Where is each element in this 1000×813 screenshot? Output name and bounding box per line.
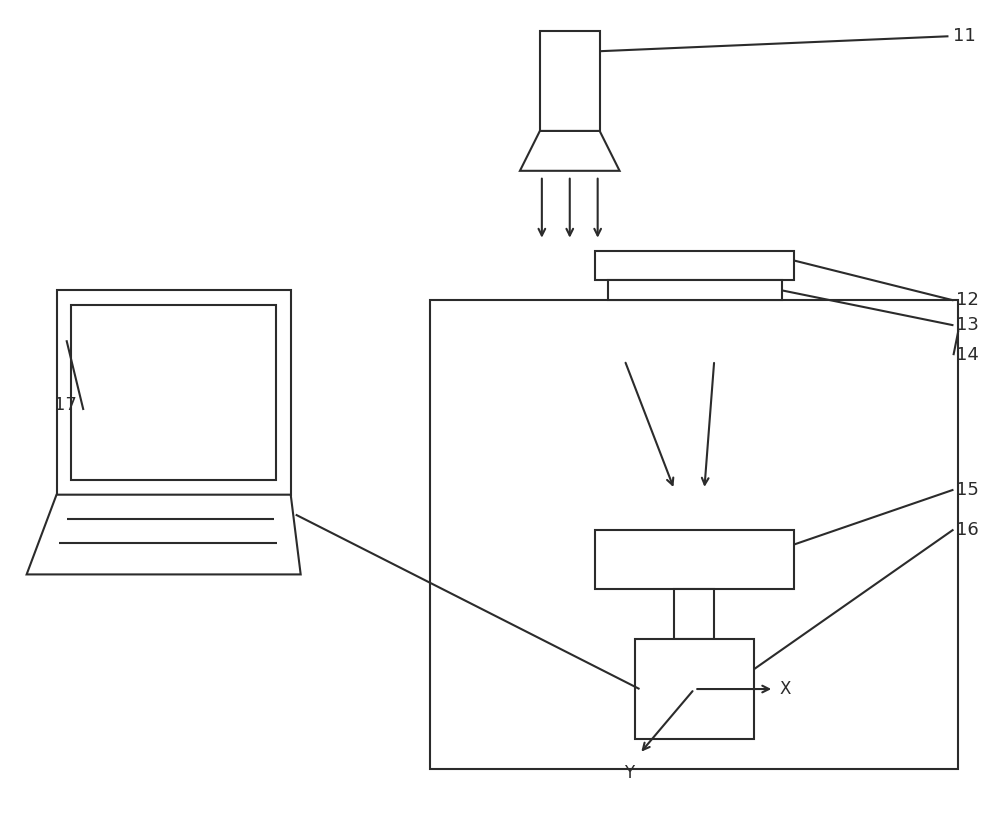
Text: 15: 15 [956,480,979,498]
Polygon shape [520,131,620,171]
Text: 13: 13 [956,316,979,334]
Text: Y: Y [624,763,635,782]
Text: 14: 14 [956,346,979,364]
Polygon shape [27,494,301,575]
Bar [608,280,782,300]
Bar [71,306,276,480]
Text: X: X [779,680,790,698]
Text: 11: 11 [953,28,976,46]
Bar [674,589,714,639]
Bar [635,639,754,739]
Bar [595,529,794,589]
Text: 16: 16 [956,520,979,538]
Bar [57,290,291,494]
Text: 12: 12 [956,291,979,310]
Bar [540,31,600,131]
Text: 17: 17 [54,396,76,414]
Bar [430,300,958,769]
Bar [595,250,794,280]
